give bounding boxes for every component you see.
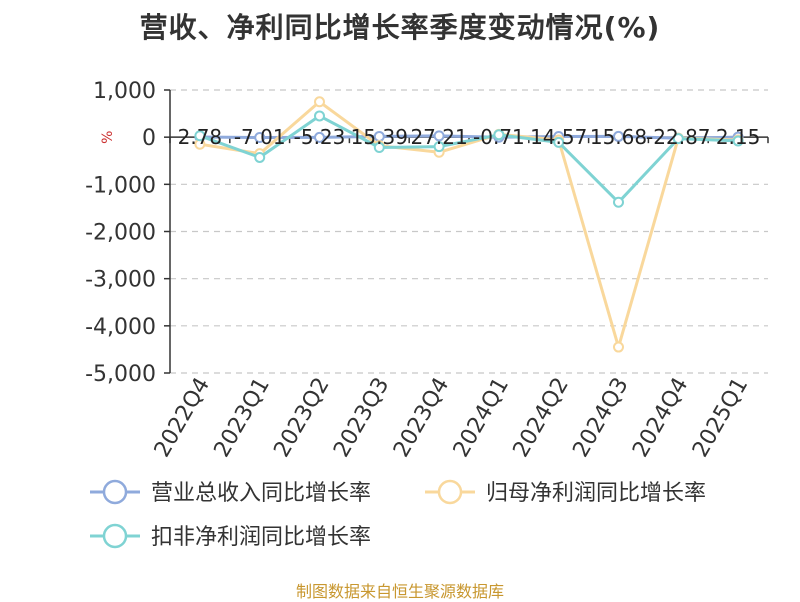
data-label: -5.23 — [294, 125, 346, 149]
y-tick-label: 0 — [142, 126, 156, 151]
x-category-label: 2024Q3 — [568, 374, 633, 462]
legend-marker — [437, 479, 463, 505]
series-lines — [194, 96, 744, 353]
data-point — [254, 131, 266, 143]
data-point — [433, 130, 445, 142]
data-point — [314, 96, 325, 108]
y-tick-label: -2,000 — [85, 221, 156, 246]
x-category-label: 2022Q4 — [150, 374, 215, 462]
legend-item: 归母净利润同比增长率 — [425, 479, 706, 506]
data-point — [553, 136, 565, 148]
data-label: 2.78 — [178, 125, 223, 149]
legend-item: 扣非净利润同比增长率 — [90, 523, 371, 550]
chart-title: 营收、净利同比增长率季度变动情况(%) — [139, 11, 661, 44]
data-point — [613, 130, 624, 142]
x-category-label: 2024Q4 — [628, 374, 693, 462]
y-tick-label: -3,000 — [85, 268, 156, 293]
data-labels: 2.78 -7.01 -5.23 15.39 27.21 -0.71 14.57 15.68-… — [178, 125, 761, 149]
data-point — [314, 110, 325, 122]
data-point — [314, 131, 325, 143]
x-category-label: 2023Q4 — [389, 373, 454, 461]
legend-label: 归母净利润同比增长率 — [486, 481, 706, 506]
legend-item: 营业总收入同比增长率 — [90, 479, 371, 506]
data-point — [254, 151, 266, 163]
x-category-label: 2023Q3 — [329, 374, 394, 462]
y-tick-label: -1,000 — [85, 173, 156, 198]
gridlines — [170, 89, 768, 374]
data-label: 2.15 — [716, 125, 761, 149]
y-tick-label: -4,000 — [85, 315, 156, 340]
x-category-label: 2023Q1 — [210, 374, 275, 462]
data-label: -7.01 — [234, 125, 286, 149]
legend-marker — [102, 523, 128, 549]
data-label: 15.68 — [590, 125, 647, 149]
y-tick-label: -5,000 — [85, 362, 156, 387]
data-label: 27.21 — [410, 125, 467, 149]
legend-marker — [102, 479, 128, 505]
data-label: 15.39 — [351, 125, 408, 149]
data-label: 14.57 — [530, 125, 587, 149]
legend-label: 营业总收入同比增长率 — [151, 481, 371, 506]
series-line — [199, 114, 739, 204]
legend-label: 扣非净利润同比增长率 — [151, 525, 371, 550]
x-category-label: 2025Q1 — [688, 374, 753, 462]
series-line — [199, 100, 739, 349]
data-point — [672, 133, 684, 145]
data-point — [613, 196, 624, 208]
y-tick-label: 1,000 — [93, 79, 156, 104]
data-point — [732, 135, 744, 147]
data-point — [194, 130, 206, 142]
x-category-label: 2023Q2 — [269, 374, 334, 462]
data-point — [493, 129, 505, 141]
data-point — [373, 142, 385, 154]
x-category-label: 2024Q1 — [449, 374, 514, 462]
y-unit-label: % — [100, 131, 116, 144]
data-point — [433, 141, 445, 153]
data-label: -0.71 — [473, 125, 525, 149]
source-note: 制图数据来自恒生聚源数据库 — [295, 582, 504, 601]
data-point — [613, 341, 624, 353]
x-category-label: 2024Q2 — [509, 374, 574, 462]
data-label: -22.87 — [646, 125, 710, 149]
